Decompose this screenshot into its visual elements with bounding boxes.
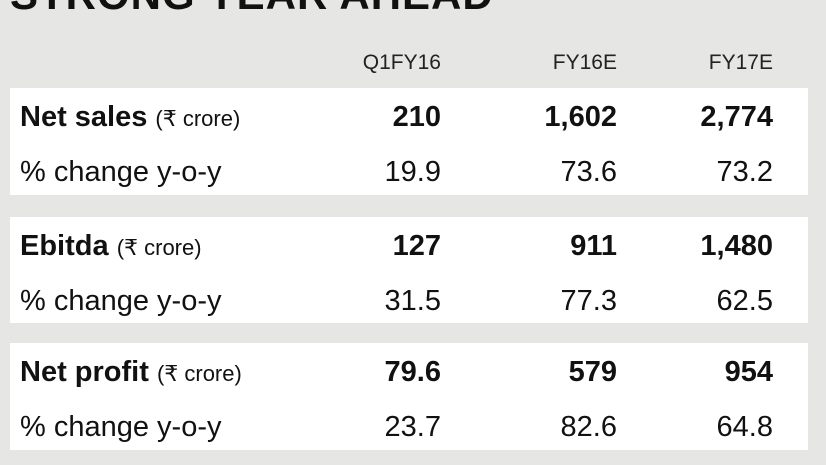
cell: 911 (570, 230, 617, 262)
unit: (₹ crore) (155, 106, 241, 131)
cell: 2,774 (700, 101, 773, 133)
unit: (₹ crore) (116, 235, 202, 260)
cell: 77.3 (560, 285, 617, 317)
label: Net sales (20, 101, 148, 133)
row-label: % change y-o-y (20, 285, 222, 317)
cell: 954 (724, 356, 773, 388)
cell: 19.9 (384, 156, 441, 188)
row-label: Net sales (₹ crore) (20, 103, 240, 132)
row-label: % change y-o-y (20, 156, 222, 188)
row-label: Ebitda (₹ crore) (20, 232, 202, 261)
column-header: FY17E (708, 51, 773, 74)
cell: 23.7 (384, 411, 441, 443)
group-box (10, 88, 808, 195)
label: Ebitda (20, 230, 109, 262)
title: STRONG YEAR AHEAD (10, 0, 494, 16)
cell: 82.6 (560, 411, 617, 443)
column-header: FY16E (552, 51, 617, 74)
cell: 1,480 (700, 230, 773, 262)
group-box (10, 343, 808, 450)
cell: 62.5 (716, 285, 773, 317)
row-label: % change y-o-y (20, 411, 222, 443)
cell: 1,602 (544, 101, 617, 133)
cell: 64.8 (716, 411, 773, 443)
cell: 79.6 (384, 356, 441, 388)
cell: 31.5 (384, 285, 441, 317)
cell: 73.2 (716, 156, 773, 188)
unit: (₹ crore) (156, 361, 242, 386)
cell: 579 (568, 356, 617, 388)
cell: 127 (392, 230, 441, 262)
row-label: Net profit (₹ crore) (20, 358, 242, 387)
group-box (10, 217, 808, 323)
cell: 73.6 (560, 156, 617, 188)
cell: 210 (392, 101, 441, 133)
label: Net profit (20, 356, 149, 388)
column-header: Q1FY16 (362, 51, 441, 74)
